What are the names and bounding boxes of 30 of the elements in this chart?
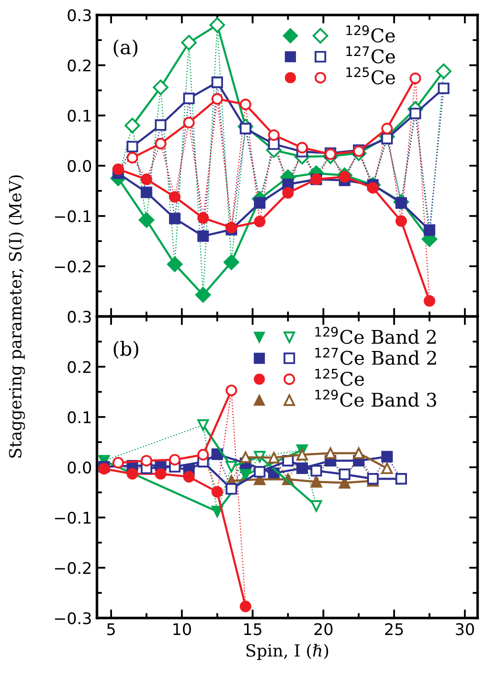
y-tick-label: 0.0 (68, 160, 92, 172)
y-axis-title: Staggering parameter, S(I) (MeV) (8, 175, 25, 458)
x-tick-label: 15 (244, 623, 262, 636)
annotation: (b) (114, 340, 138, 359)
legend-label: $^{129}$Ce Band 2 (315, 326, 436, 344)
y-tick-label: −0.2 (55, 260, 90, 273)
y-tick-label: 0.2 (68, 59, 90, 72)
x-tick-label: 20 (314, 623, 332, 636)
y-tick-label: 0.3 (68, 9, 91, 22)
y-tick-label: 0.0 (68, 461, 92, 474)
x-axis-title: Spin, I (ℏ) (246, 644, 328, 660)
legend-label: $^{127}$Ce Band 2 (315, 348, 436, 365)
y-tick-label: 0.3 (68, 310, 91, 323)
x-tick-label: 25 (385, 623, 403, 636)
y-tick-label: −0.1 (55, 512, 91, 524)
y-tick-label: −0.3 (55, 612, 91, 624)
legend-label: $^{127}$Ce (346, 46, 396, 64)
legend-label: $^{125}$Ce (315, 368, 364, 386)
y-tick-label: 0.2 (68, 360, 90, 374)
legend-label: $^{129}$Ce (346, 25, 395, 42)
y-tick-label: 0.1 (68, 110, 91, 122)
x-tick-label: 30 (456, 623, 474, 636)
y-tick-label: −0.2 (55, 562, 90, 574)
y-tick-label: 0.1 (68, 411, 91, 424)
annotation: (a) (114, 39, 138, 58)
legend-label: $^{129}$Ce Band 3 (315, 390, 436, 407)
y-tick-label: −0.1 (55, 210, 91, 222)
x-tick-label: 10 (173, 623, 191, 636)
legend-label: $^{125}$Ce (346, 67, 396, 84)
x-tick-label: 5 (107, 623, 115, 636)
